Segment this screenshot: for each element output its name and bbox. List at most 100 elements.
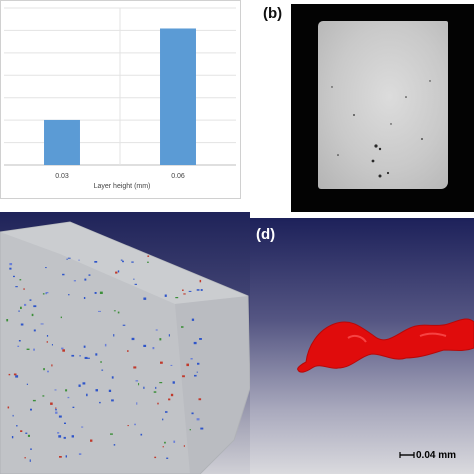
pore-speck [55, 411, 58, 414]
pore-speck [26, 383, 28, 385]
pore-speck [13, 275, 15, 278]
pore-speck [83, 345, 86, 348]
pore-speck [94, 292, 97, 294]
pore-speck [143, 344, 147, 347]
pore-speck [159, 338, 162, 341]
pore-speck [45, 292, 47, 295]
pore-speck [131, 337, 135, 341]
pore-speck [33, 348, 35, 351]
pore-speck [127, 350, 129, 352]
pore-speck [166, 457, 169, 459]
pore-shape [297, 318, 474, 373]
bar-chart: 0.03 0.06 Layer height (mm) [0, 0, 241, 199]
x-tick-labels: 0.03 0.06 [55, 173, 185, 180]
pore-speck [191, 318, 195, 321]
pore-speck [32, 399, 36, 402]
pore-speck [153, 391, 157, 393]
pore-speck [8, 373, 11, 376]
pore-speck [155, 386, 157, 389]
pore-speck [47, 370, 49, 373]
pore-speck [188, 290, 192, 292]
pore-speck [16, 425, 18, 427]
pore-speck [67, 257, 71, 259]
pore-speck [200, 289, 203, 291]
pore-speck [147, 255, 150, 257]
pore-speck [78, 453, 82, 455]
pore-speck [196, 371, 198, 373]
porous-block-render [0, 221, 250, 474]
pore-speck [81, 426, 84, 428]
scale-bar-label: 0.04 mm [416, 450, 457, 461]
pore-speck [9, 267, 12, 270]
pore-speck [65, 455, 67, 458]
pore-speck [101, 369, 104, 371]
pore-speck [152, 347, 155, 350]
pore-speck [111, 376, 114, 379]
specimen-cross-section [318, 21, 448, 189]
pore-speck [170, 364, 173, 366]
pore-speck [198, 398, 202, 401]
pore-speck [30, 408, 32, 411]
pore-speck [25, 432, 28, 434]
pore-speck [168, 398, 171, 401]
pore-speck [108, 389, 112, 392]
pore-speck [162, 418, 164, 421]
pore-speck [138, 383, 140, 386]
pore-speck [194, 374, 197, 377]
pore-speck [43, 368, 45, 371]
pore-speck [55, 408, 57, 411]
pore-speck [189, 429, 191, 431]
pore-speck [40, 323, 44, 325]
pore-speck [51, 364, 53, 367]
pore-speck [117, 311, 120, 314]
pore-speck [62, 273, 65, 276]
pore-speck [71, 354, 75, 357]
pore-speck [154, 456, 157, 459]
pore-speck [20, 306, 22, 309]
pore-speck [24, 457, 26, 459]
pore-speck [182, 375, 185, 378]
pore-speck [143, 297, 147, 300]
pore-speck [26, 348, 30, 350]
pore-speck [33, 305, 37, 308]
pore-speck [58, 435, 62, 438]
pore-speck [45, 267, 47, 269]
pore-speck [136, 402, 138, 405]
pore-speck [29, 299, 32, 301]
bar-0.06 [160, 28, 196, 166]
pore-speck [19, 279, 22, 281]
pore-speck [200, 427, 204, 430]
pore-speck [59, 456, 62, 458]
pore-speck [113, 334, 115, 337]
pore-speck [99, 401, 101, 404]
pore-speck [88, 274, 91, 276]
pore-speck [197, 362, 200, 365]
3d-reconstruction-panel [0, 212, 250, 474]
pore-speck [164, 441, 166, 444]
pore-speck [186, 363, 189, 367]
pore-speck [11, 436, 14, 439]
pore-speck [160, 361, 163, 364]
pore-speck [183, 293, 186, 295]
pore-speck [51, 344, 53, 346]
pore-speck [191, 412, 194, 415]
pore-speck [57, 432, 60, 434]
pore-speck [100, 361, 102, 363]
pore-speck [170, 393, 174, 397]
pore-speck [18, 310, 20, 312]
pore-speck [173, 440, 176, 443]
pore-speck [42, 293, 45, 295]
pore-speck [31, 313, 34, 317]
pore-speck [135, 380, 139, 382]
pore-speck [84, 278, 87, 281]
pore-speck [73, 280, 76, 282]
pore-speck [42, 395, 45, 397]
pore-speck [78, 259, 80, 261]
scale-bar [399, 452, 415, 458]
pore-speck [131, 261, 134, 263]
pore-speck [113, 444, 116, 446]
pore-speck [159, 382, 163, 384]
pore-speck [82, 382, 86, 385]
pore-speck [157, 402, 159, 405]
pore-speck [18, 340, 21, 342]
